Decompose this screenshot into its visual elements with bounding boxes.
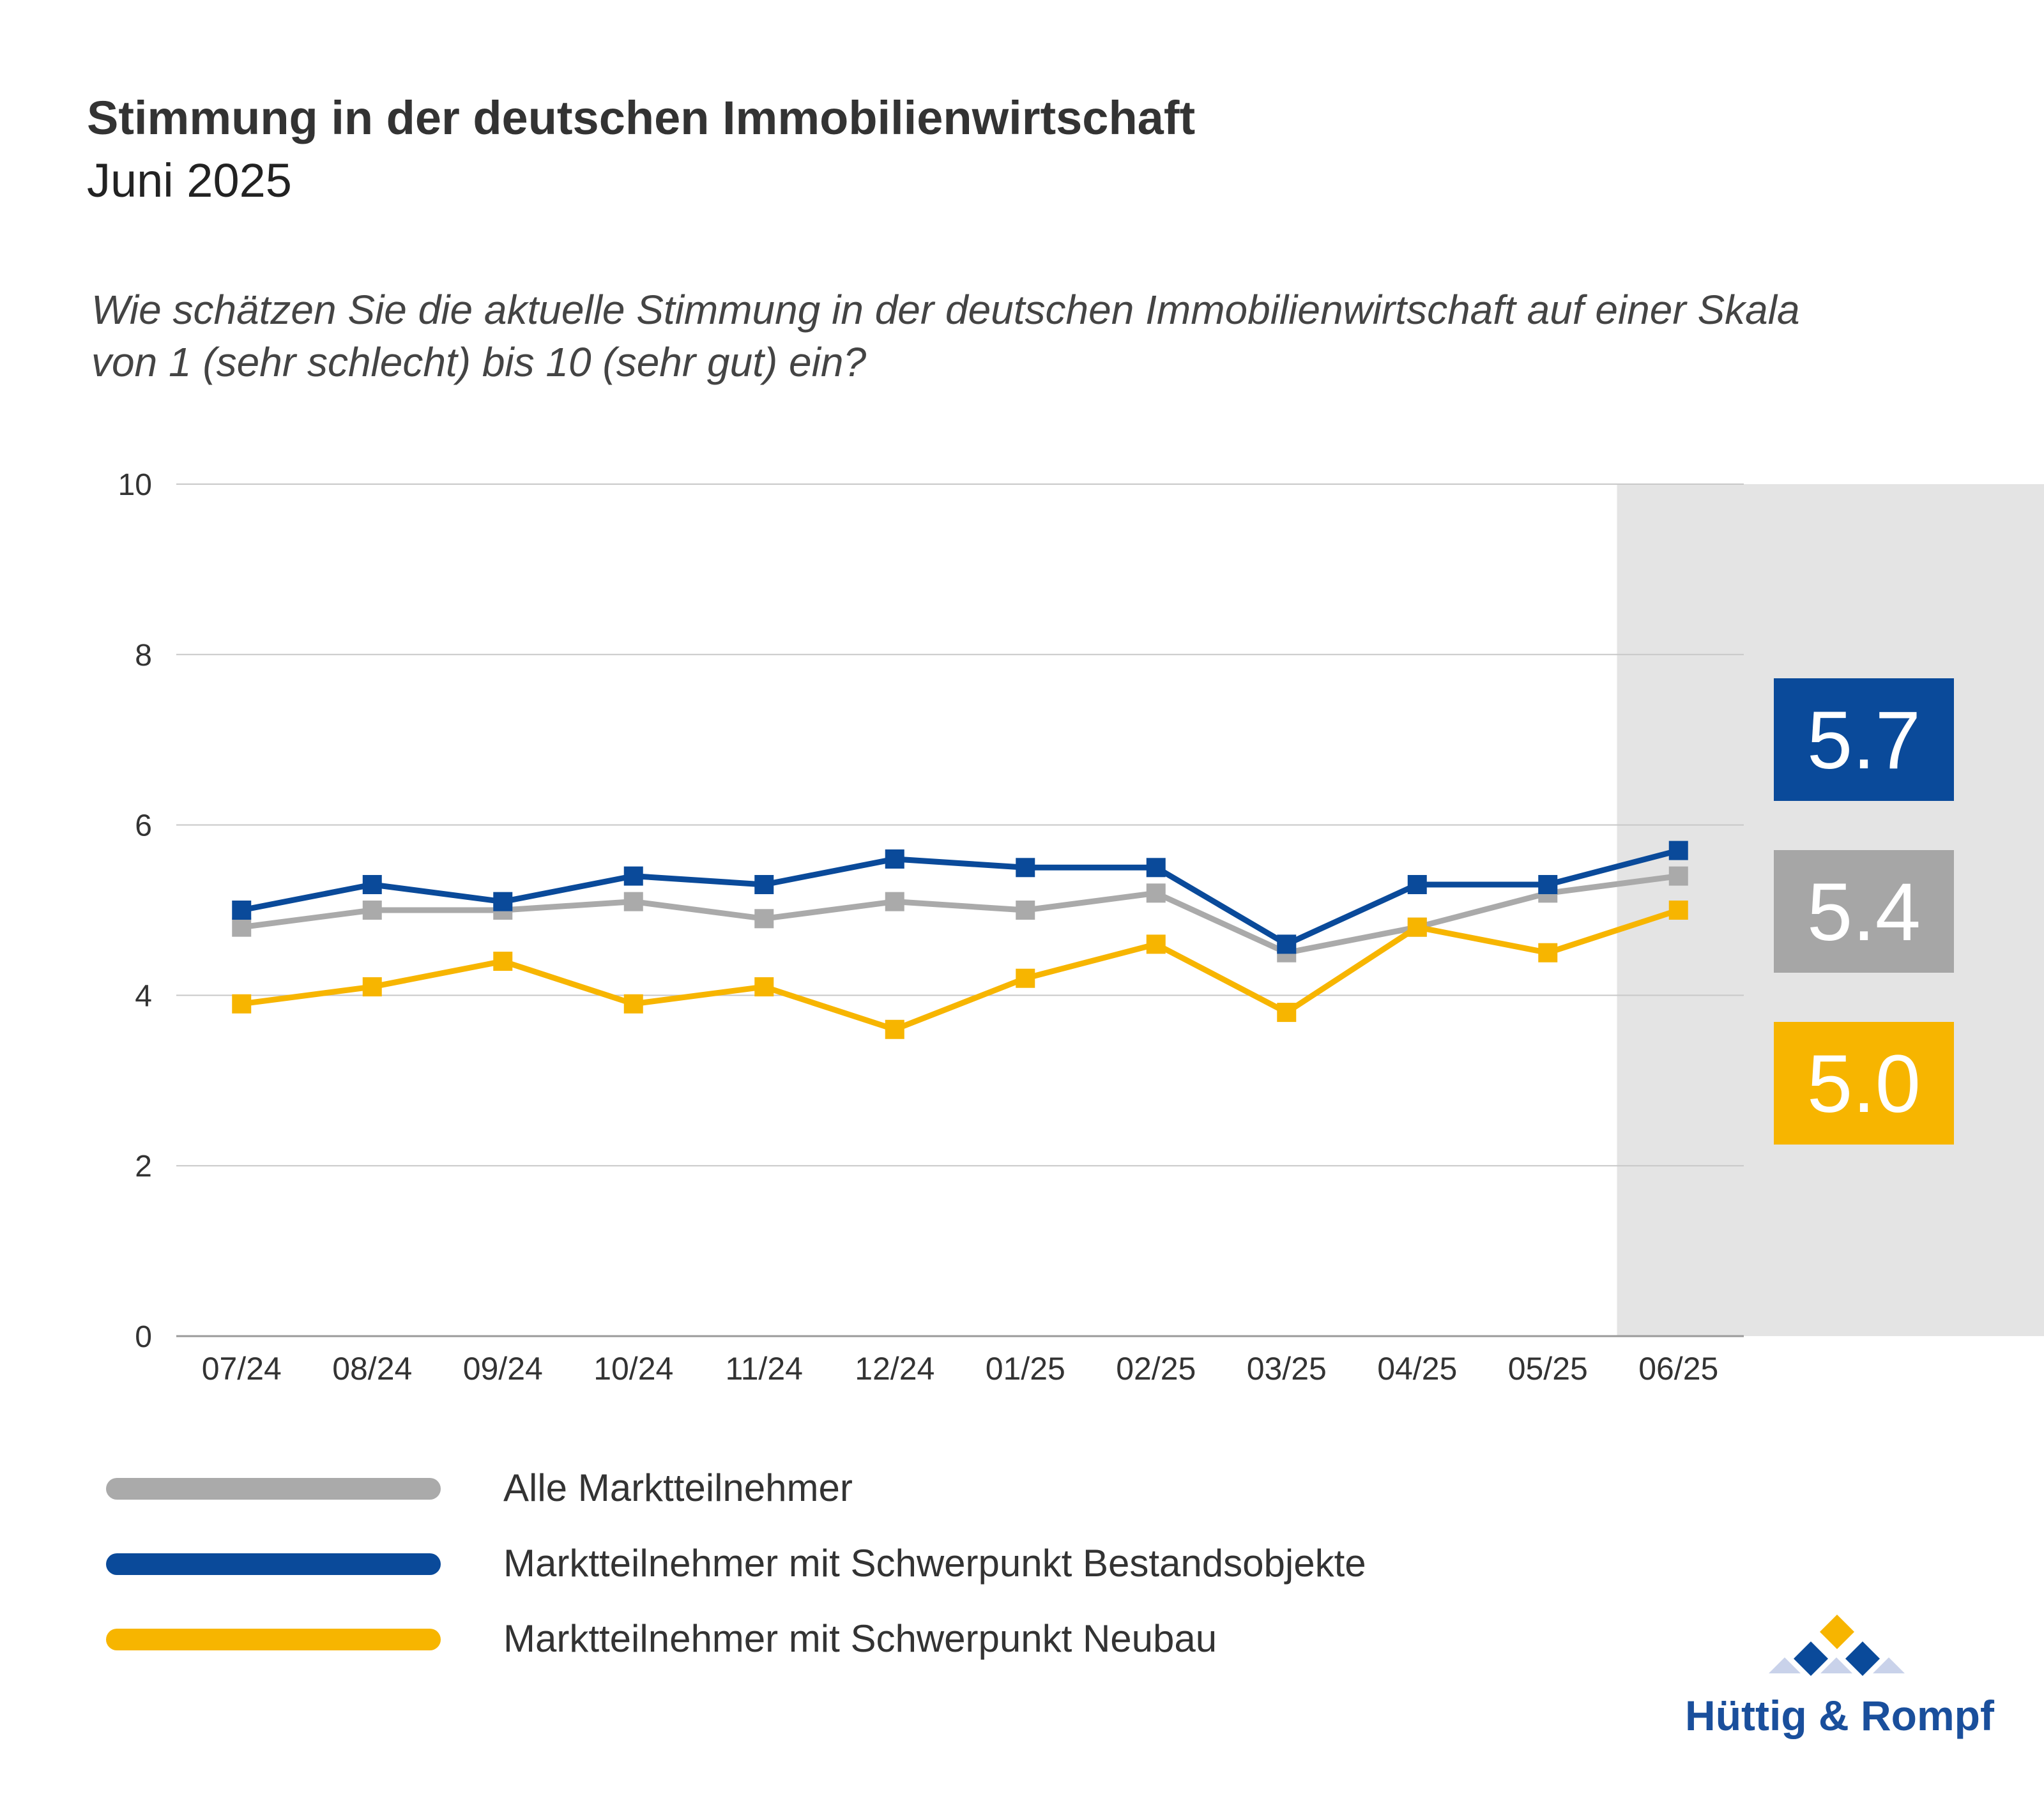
series-line-0 <box>241 873 1679 956</box>
data-point <box>754 874 774 894</box>
x-tick-label: 09/24 <box>463 1351 543 1387</box>
data-point <box>362 977 382 997</box>
data-point <box>1016 858 1035 878</box>
y-tick-label: 8 <box>135 639 152 673</box>
current-value-box <box>1774 850 1954 973</box>
line-chart: 0 2 4 6 8 10 07/24 08/24 09/24 10/24 11/24 12/24 01/… <box>118 468 2044 1387</box>
survey-question: Wie schätzen Sie die aktuelle Stimmung i… <box>91 284 2008 388</box>
current-value-label: 5.0 <box>1807 1039 1921 1130</box>
data-point <box>1146 858 1166 878</box>
survey-question-line-1: Wie schätzen Sie die aktuelle Stimmung i… <box>91 287 1800 333</box>
x-tick-label: 03/25 <box>1247 1351 1327 1387</box>
data-point <box>754 977 774 997</box>
data-point <box>1277 1003 1297 1023</box>
x-tick-label: 04/25 <box>1377 1351 1457 1387</box>
data-point <box>1407 874 1427 894</box>
x-tick-label: 10/24 <box>593 1351 673 1387</box>
data-point <box>362 901 382 920</box>
data-point <box>885 892 904 911</box>
company-logo: Hüttig & Rompf <box>1674 1610 2006 1750</box>
legend-item-neubau: Marktteilnehmer mit Schwerpunkt Neubau <box>106 1620 1639 1658</box>
data-point <box>885 1019 904 1039</box>
y-tick-label: 4 <box>135 979 152 1013</box>
x-tick-label: 06/25 <box>1638 1351 1718 1387</box>
data-point <box>1016 968 1035 988</box>
legend-swatch-bestandsobjekte <box>106 1553 441 1575</box>
survey-question-line-2: von 1 (sehr schlecht) bis 10 (sehr gut) … <box>91 339 867 385</box>
data-point <box>232 901 252 920</box>
current-value-label: 5.7 <box>1807 695 1921 786</box>
data-point <box>1668 901 1688 920</box>
legend-item-alle: Alle Marktteilnehmer <box>106 1469 1639 1507</box>
y-tick-label: 2 <box>135 1150 152 1183</box>
data-point <box>1538 943 1558 963</box>
data-point <box>885 849 904 869</box>
data-point <box>1668 866 1688 886</box>
data-point <box>623 892 643 911</box>
data-point <box>1538 874 1558 894</box>
data-point <box>754 909 774 929</box>
y-tick-label: 0 <box>135 1320 152 1354</box>
x-tick-label: 11/24 <box>726 1351 803 1387</box>
x-tick-label: 07/24 <box>202 1351 282 1387</box>
x-tick-label: 08/24 <box>332 1351 412 1387</box>
current-value-label: 5.4 <box>1807 867 1921 958</box>
data-point <box>623 866 643 886</box>
legend-label-neubau: Marktteilnehmer mit Schwerpunkt Neubau <box>503 1617 1217 1660</box>
data-point <box>493 892 513 911</box>
data-point <box>232 917 252 937</box>
data-point <box>362 874 382 894</box>
legend-label-bestandsobjekte: Marktteilnehmer mit Schwerpunkt Bestands… <box>503 1542 1366 1585</box>
legend-swatch-alle <box>106 1478 441 1500</box>
chart-title: Stimmung in der deutschen Immobilienwirt… <box>87 91 1196 144</box>
current-value-box <box>1774 1022 1954 1145</box>
x-tick-label: 12/24 <box>855 1351 934 1387</box>
data-point <box>1146 934 1166 954</box>
data-point <box>1668 841 1688 860</box>
data-point <box>493 952 513 971</box>
series-line-2 <box>241 907 1680 1033</box>
data-point <box>1016 901 1035 920</box>
data-point <box>232 994 252 1014</box>
legend-item-bestandsobjekte: Marktteilnehmer mit Schwerpunkt Bestands… <box>106 1544 1639 1583</box>
current-value-box <box>1774 678 1954 801</box>
data-point <box>623 994 643 1014</box>
logo-text: Hüttig & Rompf <box>1685 1692 1994 1739</box>
x-tick-label: 05/25 <box>1508 1351 1588 1387</box>
y-tick-label: 6 <box>135 809 152 843</box>
logo-diamonds-icon <box>1769 1615 1905 1676</box>
legend-label-alle: Alle Marktteilnehmer <box>503 1466 853 1509</box>
legend-swatch-neubau <box>106 1629 441 1650</box>
x-tick-label: 02/25 <box>1116 1351 1196 1387</box>
data-point <box>1146 883 1166 903</box>
x-tick-label: 01/25 <box>986 1351 1065 1387</box>
data-point <box>1407 917 1427 937</box>
chart-subtitle: Juni 2025 <box>87 154 292 207</box>
y-tick-label: 10 <box>118 468 152 502</box>
data-point <box>1277 934 1297 954</box>
series-line-1 <box>241 848 1679 947</box>
